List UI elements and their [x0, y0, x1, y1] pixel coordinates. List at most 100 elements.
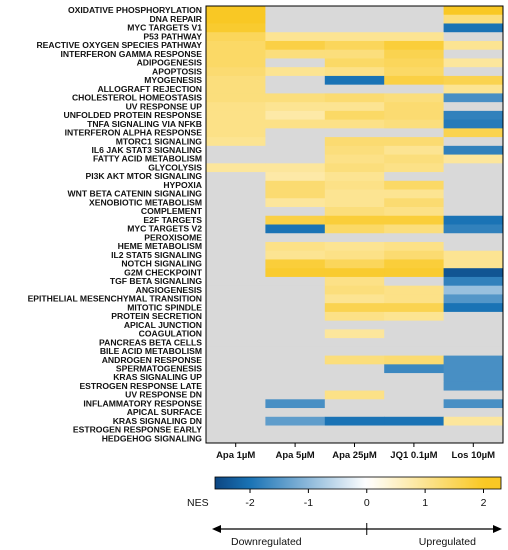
heatmap-cell	[206, 75, 266, 86]
heatmap-cell	[384, 233, 444, 243]
heatmap-cell	[265, 311, 326, 322]
heatmap-cell	[265, 303, 326, 313]
heatmap-cell	[384, 425, 444, 435]
colorbar-tick-label: -1	[304, 497, 313, 509]
heatmap-cell	[443, 119, 504, 129]
heatmap-cell	[324, 364, 385, 374]
heatmap-cell	[265, 416, 326, 426]
row-label: UV RESPONSE DN	[125, 390, 202, 400]
heatmap-cell	[324, 294, 385, 304]
heatmap-cell	[206, 346, 266, 356]
heatmap-cell	[265, 408, 326, 418]
heatmap-cell	[324, 338, 385, 348]
heatmap-cell	[265, 172, 326, 182]
heatmap-cell	[206, 425, 266, 435]
heatmap-cell	[384, 49, 444, 59]
heatmap-cell	[265, 233, 326, 243]
heatmap-cell	[443, 303, 504, 313]
heatmap-cell	[265, 75, 326, 86]
heatmap-cell	[324, 102, 385, 112]
row-label: IL2 STAT5 SIGNALING	[111, 250, 202, 260]
heatmap-cell	[443, 233, 504, 243]
colorbar-tick-label: 1	[422, 497, 428, 509]
heatmap-cell	[443, 268, 504, 278]
heatmap-cell	[324, 320, 385, 330]
row-label: OXIDATIVE PHOSPHORYLATION	[68, 5, 202, 15]
heatmap-cell	[206, 84, 266, 94]
heatmap-cell	[206, 6, 266, 16]
heatmap-cell	[265, 14, 326, 24]
heatmap-cell	[443, 49, 504, 59]
heatmap-cell	[384, 408, 444, 418]
heatmap-cell	[206, 40, 266, 51]
heatmap-cell	[443, 128, 504, 138]
row-label: COMPLEMENT	[141, 206, 203, 216]
row-label: G2M CHECKPOINT	[124, 267, 203, 277]
heatmap-cell	[384, 32, 444, 42]
heatmap-cell	[443, 364, 504, 374]
heatmap-cell	[265, 93, 326, 103]
row-label: UNFOLDED PROTEIN RESPONSE	[64, 110, 203, 120]
heatmap-cell	[384, 172, 444, 182]
arrow-left-head	[212, 525, 221, 533]
heatmap-cell	[206, 189, 266, 199]
heatmap-cell	[324, 416, 385, 426]
heatmap-cell	[324, 198, 385, 208]
heatmap-cell	[384, 390, 444, 400]
row-label: INFLAMMATORY RESPONSE	[83, 398, 202, 408]
column-label: Apa 1µM	[216, 450, 255, 461]
heatmap-cell	[265, 294, 326, 304]
row-label: NOTCH SIGNALING	[121, 259, 202, 269]
heatmap-cell	[265, 198, 326, 208]
heatmap-cell	[384, 23, 444, 33]
heatmap-cell	[443, 381, 504, 391]
heatmap-cell	[384, 84, 444, 94]
heatmap-cell	[324, 145, 385, 155]
heatmap-cell	[443, 58, 504, 68]
heatmap-cell	[324, 373, 385, 383]
heatmap-cell	[384, 303, 444, 313]
heatmap-cell	[324, 303, 385, 313]
heatmap-cell	[206, 320, 266, 330]
row-label: ESTROGEN RESPONSE LATE	[79, 381, 202, 391]
heatmap-cell	[384, 119, 444, 129]
heatmap-cell	[443, 23, 504, 33]
row-label: IL6 JAK STAT3 SIGNALING	[92, 145, 203, 155]
heatmap-cell	[265, 268, 326, 278]
heatmap-cell	[324, 408, 385, 418]
row-label: COAGULATION	[139, 329, 202, 339]
heatmap-cell	[265, 110, 326, 121]
heatmap-cell	[384, 180, 444, 190]
heatmap-cell	[384, 102, 444, 112]
heatmap-cell	[265, 128, 326, 138]
heatmap-cell	[443, 346, 504, 356]
heatmap-cell	[324, 67, 385, 77]
row-label: XENOBIOTIC METABOLISM	[89, 197, 202, 207]
heatmap-cell	[206, 163, 266, 173]
heatmap-cell	[206, 93, 266, 103]
heatmap-cell	[443, 425, 504, 435]
heatmap-cell	[443, 276, 504, 287]
row-label: BILE ACID METABOLISM	[100, 346, 202, 356]
heatmap-cell	[324, 14, 385, 24]
heatmap-cell	[206, 285, 266, 295]
heatmap-cell	[384, 75, 444, 86]
row-label: KRAS SIGNALING DN	[113, 416, 202, 426]
heatmap-cell	[206, 355, 266, 365]
heatmap-cell	[206, 268, 266, 278]
heatmap-cell	[324, 207, 385, 217]
heatmap-cell	[324, 32, 385, 42]
heatmap-cell	[324, 180, 385, 190]
heatmap-cell	[206, 207, 266, 217]
heatmap-cell	[206, 373, 266, 383]
heatmap-cell	[265, 84, 326, 94]
row-label: APOPTOSIS	[152, 66, 202, 76]
heatmap-cell	[324, 75, 385, 86]
heatmap-cell	[443, 154, 504, 164]
row-label: APICAL SURFACE	[127, 407, 203, 417]
heatmap-cell	[384, 128, 444, 138]
row-label: ALLOGRAFT REJECTION	[97, 84, 202, 94]
heatmap-cell	[384, 276, 444, 287]
heatmap-cell	[324, 110, 385, 121]
heatmap-cell	[324, 215, 385, 225]
